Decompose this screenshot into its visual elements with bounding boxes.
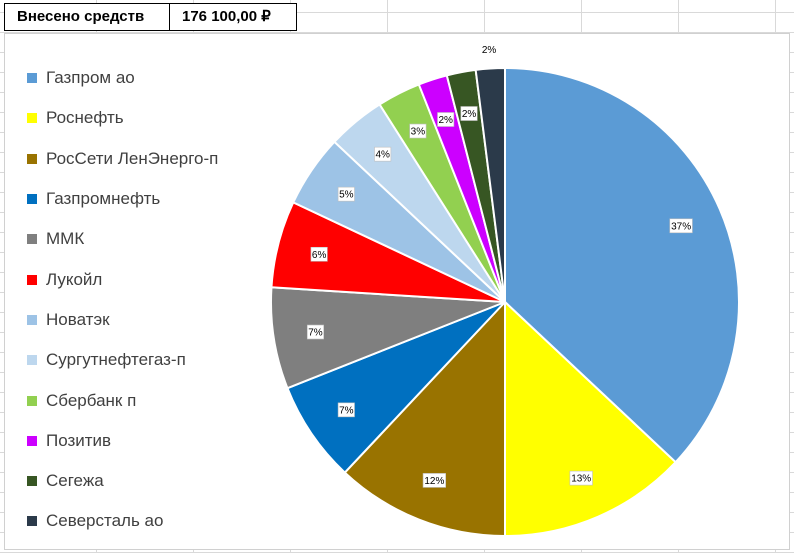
legend-label: Северсталь ао (46, 511, 164, 531)
legend-item: ММК (27, 219, 218, 259)
chart-legend: Газпром ао Роснефть РосСети ЛенЭнерго-п Газ… (27, 58, 218, 542)
data-label-box (669, 218, 693, 234)
legend-swatch (27, 113, 37, 124)
data-label-box (460, 106, 478, 121)
data-label: 2% (438, 115, 453, 126)
data-label: 12% (424, 476, 444, 487)
data-label: 5% (339, 190, 354, 201)
legend-item: РосСети ЛенЭнерго-п (27, 139, 218, 179)
legend-swatch (27, 153, 37, 164)
legend-label: Позитив (46, 430, 112, 450)
pie-slice[interactable] (286, 301, 506, 474)
legend-label: Сургутнефтегаз-п (46, 350, 186, 370)
legend-swatch (27, 73, 37, 84)
legend-item: Новатэк (27, 300, 218, 340)
legend-item: Сургутнефтегаз-п (27, 340, 218, 380)
data-label-box (437, 112, 455, 127)
data-label-box (374, 146, 392, 162)
pie-slice[interactable] (343, 299, 506, 538)
data-label: 13% (571, 474, 591, 485)
legend-swatch (27, 314, 37, 325)
legend-swatch (27, 194, 37, 205)
legend-item: Роснефть (27, 98, 218, 138)
legend-label: Сбербанк п (46, 390, 137, 410)
data-label: 6% (312, 250, 327, 261)
pie-slice[interactable] (504, 66, 740, 464)
data-label: 2% (482, 45, 497, 56)
legend-label: Газпром ао (46, 68, 135, 88)
pie-slice[interactable] (270, 286, 506, 390)
data-label-box (569, 470, 593, 486)
data-label: 37% (671, 221, 691, 232)
legend-item: Сегежа (27, 461, 218, 501)
data-label-box (337, 186, 355, 202)
data-label-box (306, 324, 324, 340)
deposited-funds-value-cell[interactable]: 176 100,00 ₽ (169, 3, 297, 31)
data-label-box (310, 246, 328, 262)
legend-swatch (27, 234, 37, 245)
legend-label: ММК (46, 229, 85, 249)
legend-item: Северсталь ао (27, 501, 218, 541)
legend-swatch (27, 435, 37, 446)
pie-chart-area[interactable]: Газпром ао Роснефть РосСети ЛенЭнерго-п Газ… (4, 33, 790, 550)
legend-item: Газпром ао (27, 58, 218, 98)
data-label-box (337, 402, 355, 418)
pie-slice[interactable] (504, 299, 677, 538)
data-label: 7% (339, 405, 354, 416)
legend-label: Сегежа (46, 471, 104, 491)
legend-label: Лукойл (46, 269, 103, 289)
legend-label: Новатэк (46, 309, 110, 329)
data-label: 4% (375, 150, 390, 161)
legend-swatch (27, 476, 37, 487)
legend-swatch (27, 395, 37, 406)
deposited-funds-label-cell[interactable]: Внесено средств (4, 3, 170, 31)
legend-item: Позитив (27, 421, 218, 461)
legend-swatch (27, 516, 37, 527)
legend-swatch (27, 355, 37, 366)
pie-chart: 37% 13% 12% 7% 7% 6% 5% 4% 3% 2% 2% 2% (270, 45, 740, 538)
data-label: 3% (411, 127, 426, 138)
legend-item: Лукойл (27, 259, 218, 299)
data-label: 7% (308, 328, 323, 339)
legend-swatch (27, 274, 37, 285)
data-label-box (422, 473, 446, 488)
legend-item: Сбербанк п (27, 380, 218, 420)
legend-label: РосСети ЛенЭнерго-п (46, 148, 219, 168)
data-label: 2% (462, 109, 477, 120)
legend-label: Газпромнефть (46, 189, 161, 209)
pie-slice[interactable] (474, 66, 506, 303)
legend-label: Роснефть (46, 108, 124, 128)
data-label-box (409, 123, 427, 139)
legend-item: Газпромнефть (27, 179, 218, 219)
